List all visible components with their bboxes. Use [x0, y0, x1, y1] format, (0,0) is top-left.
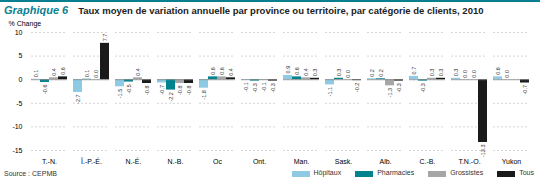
svg-text:0.1: 0.1 — [84, 70, 90, 78]
svg-text:5: 5 — [19, 52, 23, 59]
svg-text:-0.1: -0.1 — [261, 82, 267, 91]
svg-text:0.3: 0.3 — [438, 69, 444, 77]
svg-text:N.-É.: N.-É. — [126, 157, 142, 164]
svg-text:0.0: 0.0 — [93, 70, 99, 78]
svg-text:-13.3: -13.3 — [480, 144, 486, 157]
svg-text:C.-B.: C.-B. — [420, 158, 436, 164]
svg-text:Alb.: Alb. — [379, 158, 391, 164]
svg-text:T.-N.: T.-N. — [42, 158, 57, 164]
svg-text:-0.3: -0.3 — [420, 83, 426, 92]
svg-text:0.4: 0.4 — [51, 68, 57, 76]
svg-text:0.2: 0.2 — [378, 69, 384, 77]
svg-text:Yukon: Yukon — [502, 158, 522, 164]
svg-text:% Change: % Change — [9, 20, 42, 28]
svg-text:0.3: 0.3 — [429, 69, 435, 77]
html-text:Source : CEPMB: Source : CEPMB — [4, 169, 57, 177]
svg-text:0.4: 0.4 — [135, 68, 141, 76]
svg-text:-0.3: -0.3 — [270, 83, 276, 92]
svg-text:-0.8: -0.8 — [144, 85, 150, 94]
svg-text:-0.7: -0.7 — [159, 85, 165, 94]
svg-text:-2.2: -2.2 — [168, 92, 174, 101]
svg-text:0.4: 0.4 — [303, 68, 309, 76]
svg-text:-5: -5 — [16, 100, 22, 107]
html-text:Tous: Tous — [519, 169, 534, 177]
svg-text:0.0: 0.0 — [462, 70, 468, 78]
svg-text:Man.: Man. — [294, 158, 310, 164]
svg-text:-1.1: -1.1 — [327, 87, 333, 96]
svg-text:N.-B.: N.-B. — [168, 158, 184, 164]
svg-text:0.2: 0.2 — [369, 69, 375, 77]
svg-text:Î.-P.-É.: Î.-P.-É. — [80, 157, 102, 164]
svg-text:-1.5: -1.5 — [117, 89, 123, 98]
svg-text:0.6: 0.6 — [219, 67, 225, 75]
svg-text:-0.3: -0.3 — [252, 83, 258, 92]
svg-text:0.1: 0.1 — [33, 70, 39, 78]
svg-text:-0.5: -0.5 — [126, 84, 132, 93]
svg-text:0.3: 0.3 — [336, 69, 342, 77]
svg-text:-0.1: -0.1 — [243, 82, 249, 91]
svg-text:0.6: 0.6 — [495, 67, 501, 75]
svg-text:-1.3: -1.3 — [387, 88, 393, 97]
svg-text:0.3: 0.3 — [453, 69, 459, 77]
svg-text:-0.8: -0.8 — [177, 85, 183, 94]
svg-text:-2.7: -2.7 — [75, 94, 81, 103]
svg-text:7.7: 7.7 — [102, 34, 108, 42]
svg-text:-0.3: -0.3 — [396, 83, 402, 92]
svg-text:0.0: 0.0 — [471, 70, 477, 78]
html-text:Taux moyen de variation annuel: Taux moyen de variation annuelle par pro… — [78, 5, 484, 16]
html-text:Grossistes: Grossistes — [450, 169, 484, 177]
svg-text:0.6: 0.6 — [210, 67, 216, 75]
svg-text:T.N.-O.: T.N.-O. — [458, 158, 480, 164]
svg-text:10: 10 — [15, 29, 23, 36]
svg-text:-0.7: -0.7 — [522, 85, 528, 94]
svg-text:Ont.: Ont. — [253, 158, 266, 164]
svg-text:Sask.: Sask. — [335, 158, 353, 164]
svg-text:-1.8: -1.8 — [201, 90, 207, 99]
svg-text:0.7: 0.7 — [411, 67, 417, 75]
svg-text:0.6: 0.6 — [60, 67, 66, 75]
svg-text:0.0: 0.0 — [345, 70, 351, 78]
html-text:Pharmacies: Pharmacies — [377, 169, 415, 177]
svg-text:0.3: 0.3 — [312, 69, 318, 77]
svg-text:-10: -10 — [12, 123, 22, 130]
svg-text:0: 0 — [19, 76, 23, 83]
svg-text:0.0: 0.0 — [504, 70, 510, 78]
svg-text:-0.8: -0.8 — [186, 85, 192, 94]
svg-text:0.4: 0.4 — [228, 68, 234, 76]
svg-text:0.9: 0.9 — [285, 66, 291, 74]
html-text:Graphique 6: Graphique 6 — [4, 4, 69, 16]
svg-text:-15: -15 — [12, 147, 22, 154]
svg-text:-0.2: -0.2 — [354, 83, 360, 92]
html-text:Hôpitaux: Hôpitaux — [313, 169, 342, 177]
svg-text:-0.6: -0.6 — [42, 85, 48, 94]
svg-text:0.6: 0.6 — [294, 67, 300, 75]
svg-text:Qc: Qc — [213, 158, 222, 164]
